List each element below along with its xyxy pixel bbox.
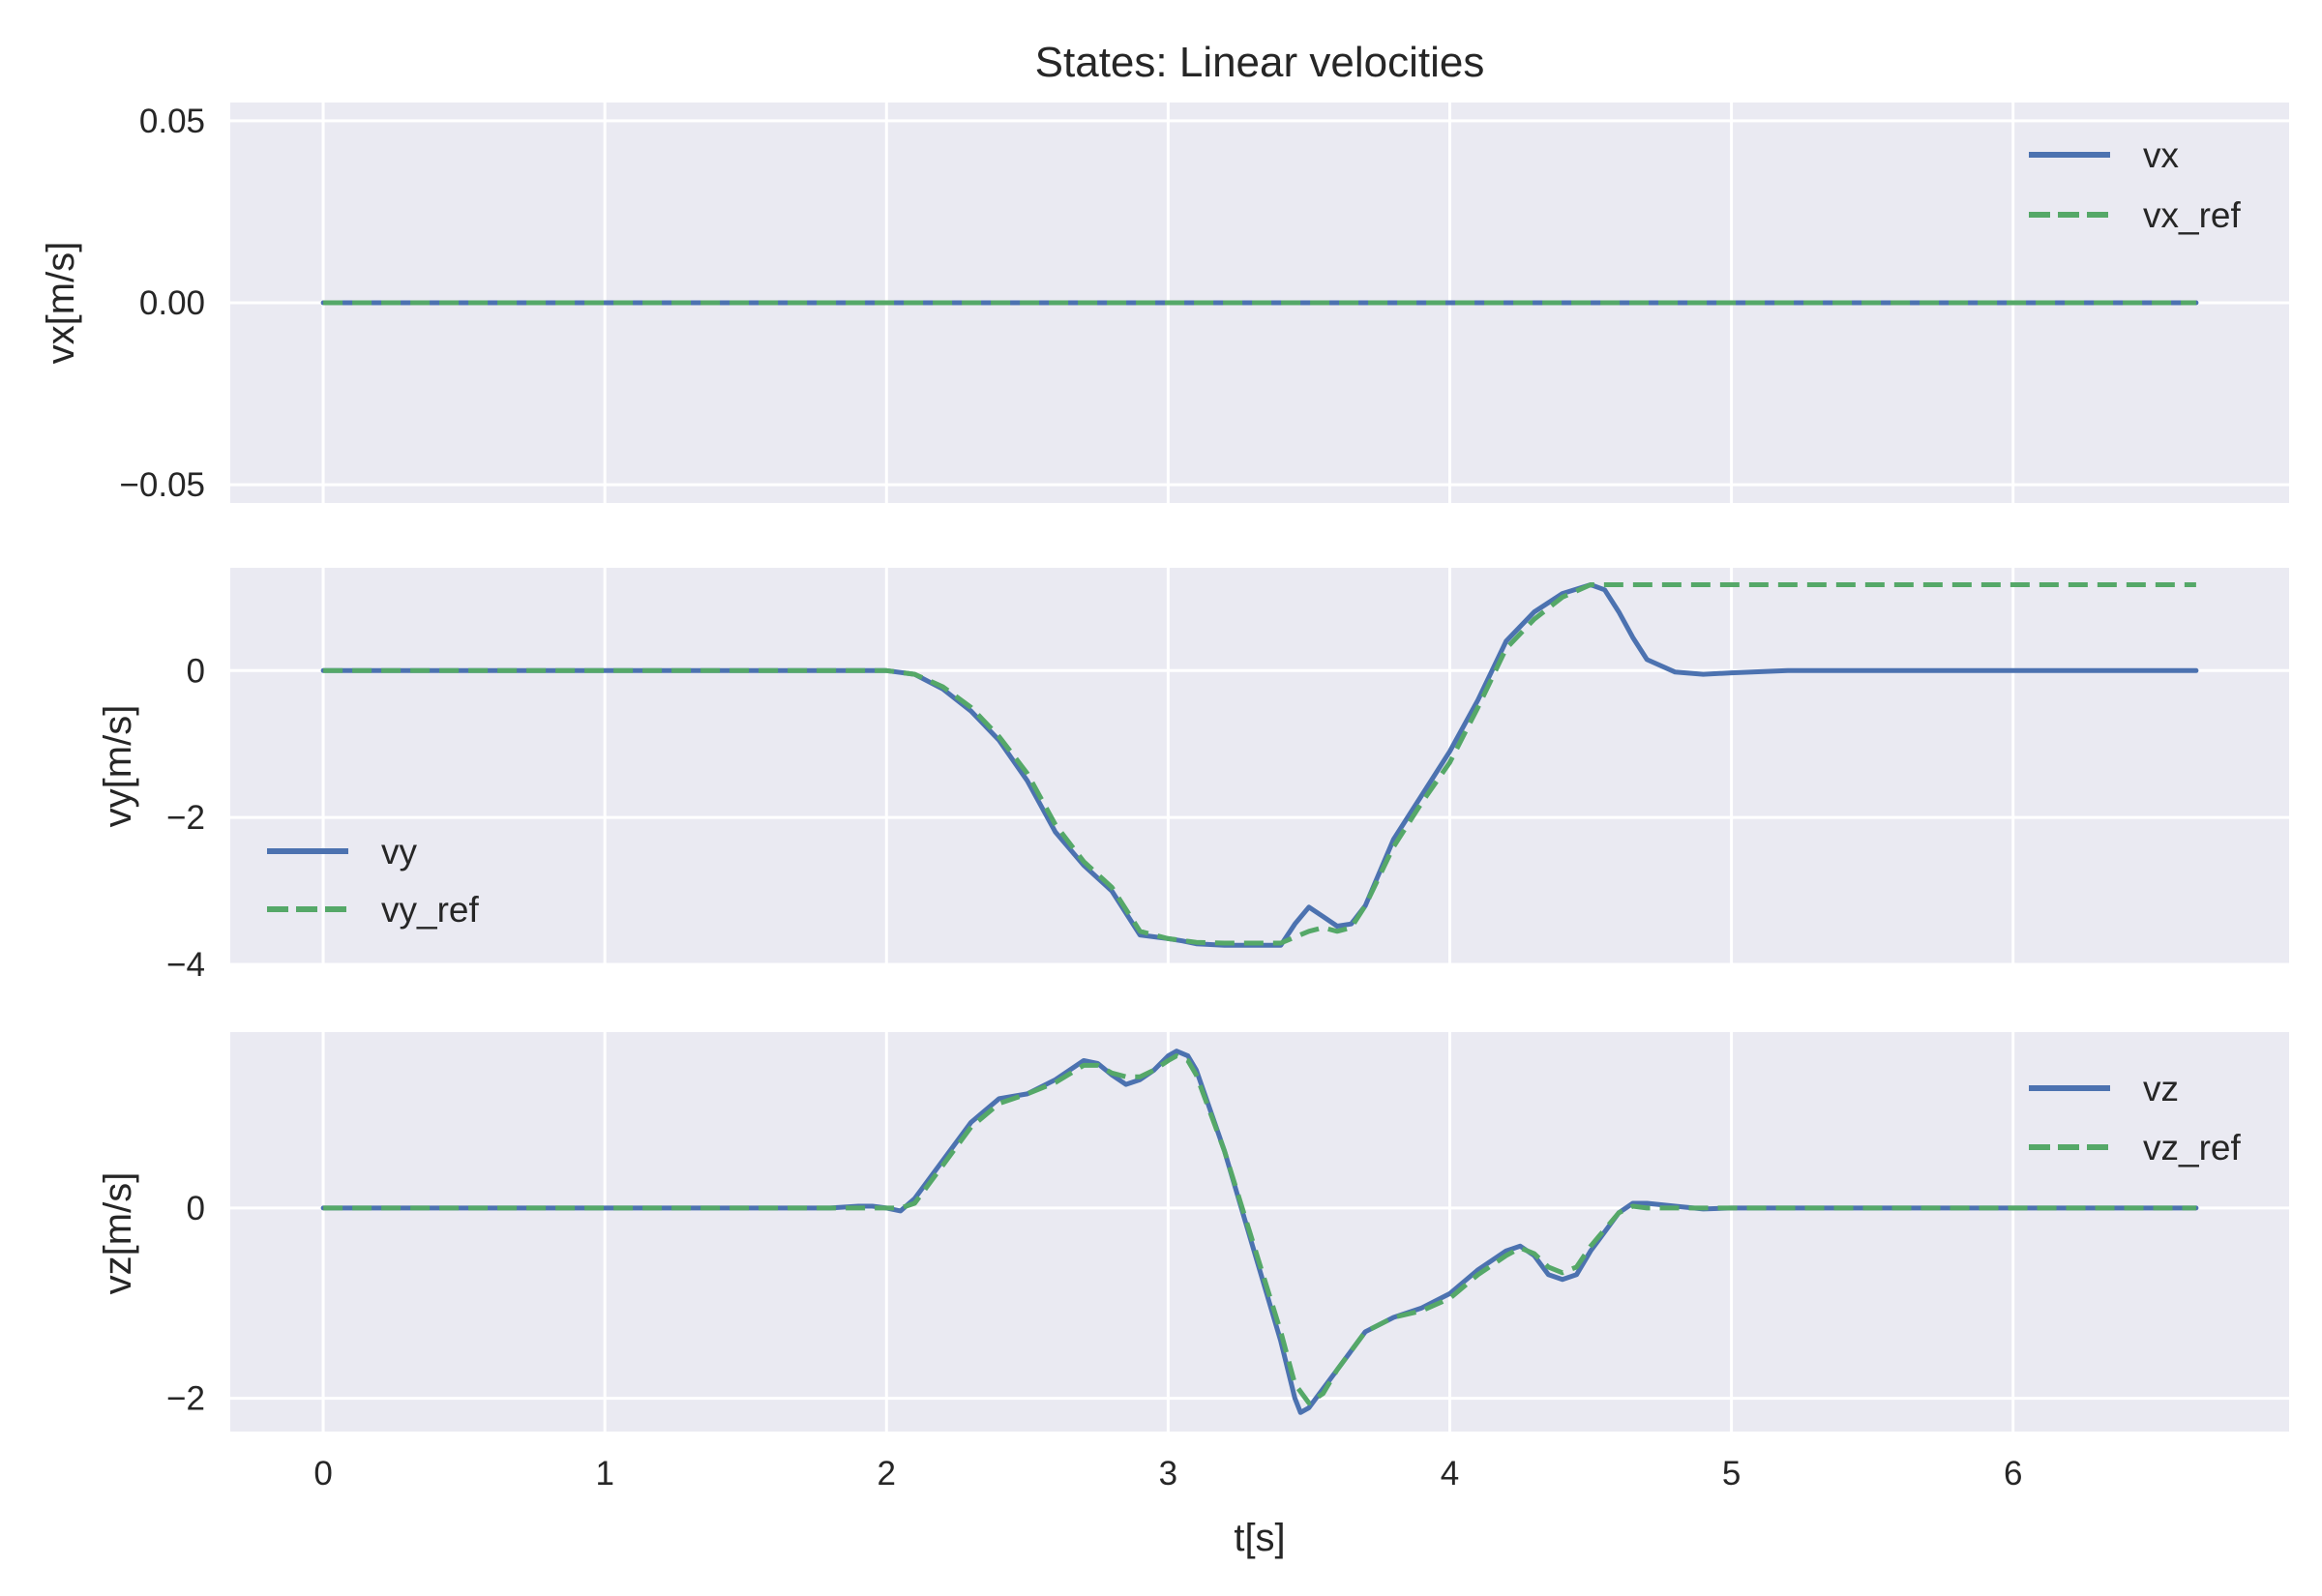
xtick-label-4: 4 [1441,1455,1459,1493]
ytick-label-vy-2: 0 [187,652,205,690]
legend-label-vy: vy [381,832,418,872]
legend-label-vx: vx [2143,135,2180,175]
legend-label-vz: vz [2143,1069,2179,1108]
chart-title: States: Linear velocities [1035,39,1485,86]
plot-area-vy [230,568,2289,964]
lines-vz [320,1049,2199,1415]
legend-label-vx-ref: vx_ref [2143,195,2241,235]
ylabel-vy: vy[m/s] [97,705,139,828]
xlabel: t[s] [1234,1517,1285,1559]
series-vz [320,1049,2199,1415]
ytick-labels-vx: −0.05 0.00 0.05 [119,103,205,504]
ytick-label-vx-1: 0.00 [139,284,205,322]
plot-area-vz [230,1032,2289,1432]
xtick-label-6: 6 [2004,1455,2022,1493]
legend-label-vy-ref: vy_ref [381,890,479,930]
ytick-label-vz-0: −2 [166,1380,205,1418]
xtick-label-2: 2 [878,1455,896,1493]
lines-vy [320,582,2199,948]
subplot-vx: −0.05 0.00 0.05 vx[m/s] vx vx_ref [40,103,2289,504]
legend-vx: vx vx_ref [2029,135,2241,235]
legend-label-vz-ref: vz_ref [2143,1128,2241,1167]
legend-vy: vy vy_ref [267,832,479,930]
series-vz-ref [323,1053,2196,1405]
ytick-label-vz-1: 0 [187,1190,205,1227]
xtick-label-5: 5 [1722,1455,1741,1493]
legend-vz: vz vz_ref [2029,1069,2241,1167]
subplot-vy: −4 −2 0 vy[m/s] vy vy_ref [97,568,2289,984]
xtick-label-3: 3 [1159,1455,1177,1493]
series-vy [320,582,2199,948]
ytick-label-vy-0: −4 [166,946,205,984]
ytick-labels-vy: −4 −2 0 [166,652,205,984]
ytick-label-vx-2: 0.05 [139,103,205,140]
ylabel-vz: vz[m/s] [97,1172,139,1295]
ytick-label-vx-0: −0.05 [119,466,205,504]
ylabel-vx: vx[m/s] [40,242,82,365]
xtick-label-0: 0 [313,1455,332,1493]
ytick-label-vy-1: −2 [166,799,205,837]
subplot-vz: −2 0 vz[m/s] vz vz_ref [97,1032,2289,1432]
ytick-labels-vz: −2 0 [166,1190,205,1418]
xtick-labels: 0 1 2 3 4 5 6 [313,1455,2022,1493]
xtick-label-1: 1 [595,1455,613,1493]
